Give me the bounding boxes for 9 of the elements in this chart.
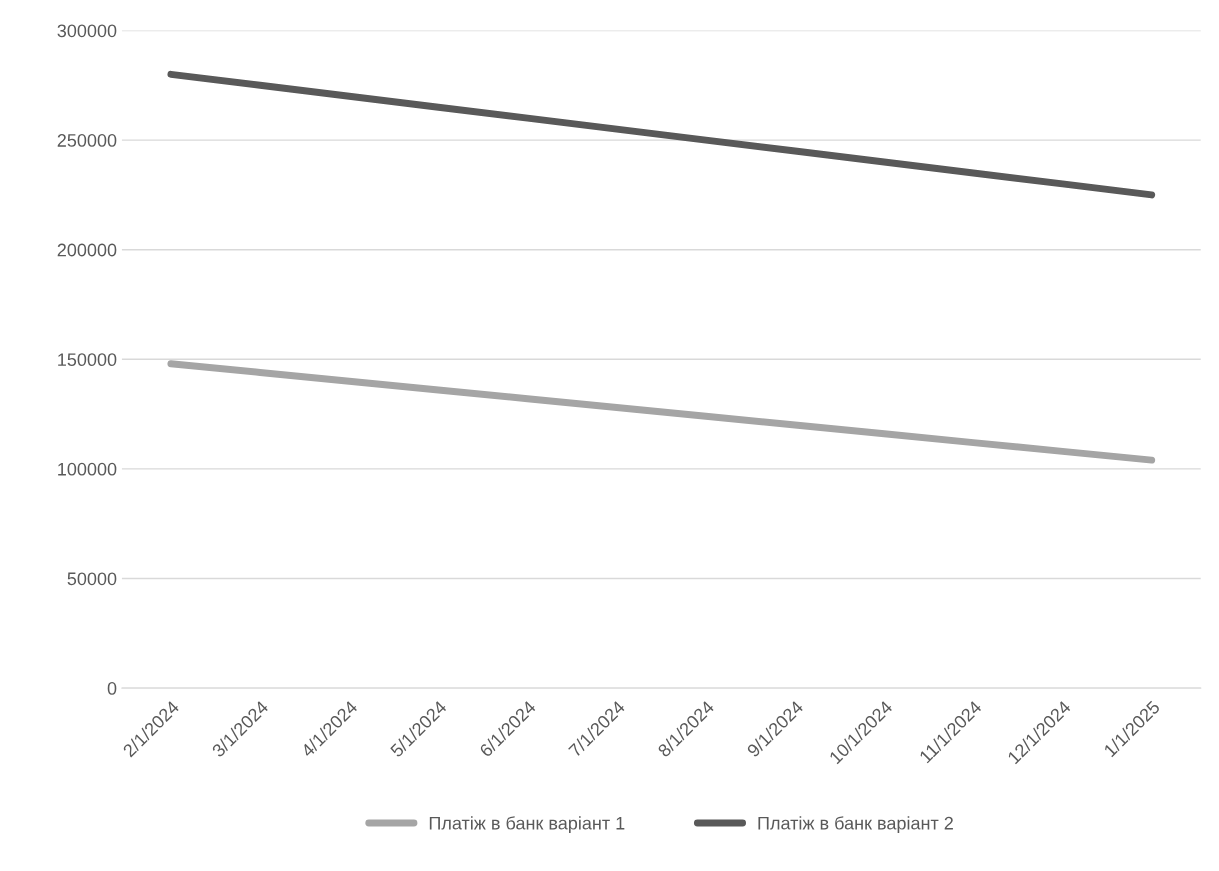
legend-label: Платіж в банк варіант 2 (758, 816, 953, 834)
y-tick-label: 150000 (58, 353, 117, 367)
y-tick-label: 50000 (67, 572, 117, 586)
y-tick-label: 300000 (57, 24, 117, 38)
y-tick-label: 100000 (58, 462, 117, 476)
y-tick-label: 250000 (57, 134, 117, 147)
y-tick-label: 0 (107, 682, 117, 695)
legend-label: Платіж в банк варіант 1 (429, 816, 625, 834)
y-tick-label: 200000 (57, 243, 117, 257)
